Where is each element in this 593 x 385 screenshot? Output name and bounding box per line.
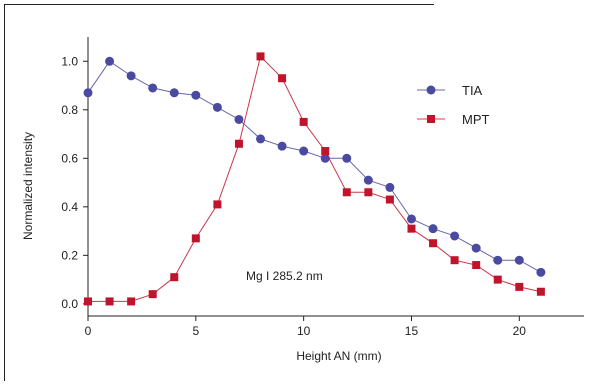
data-point-mpt (472, 261, 481, 270)
data-point-tia (385, 182, 395, 192)
chart-annotation: Mg I 285.2 nm (246, 269, 323, 283)
data-point-tia (320, 153, 330, 163)
y-tick-label: 0.8 (61, 103, 78, 117)
y-tick-label: 0.0 (61, 297, 78, 311)
data-point-tia (83, 88, 93, 98)
data-point-mpt (321, 147, 330, 156)
data-point-mpt (536, 287, 545, 296)
data-point-tia (428, 224, 438, 234)
data-point-mpt (450, 256, 459, 265)
legend: TIA MPT (417, 83, 490, 127)
axes: 0 5 10 15 20 0.0 0.2 0.4 0.6 0.8 1.0 (61, 37, 584, 338)
data-point-mpt (364, 188, 373, 197)
data-point-tia (126, 71, 136, 81)
series-line-mpt (88, 55, 542, 302)
x-axis-title: Height AN (mm) (296, 349, 381, 363)
legend-label-mpt: MPT (462, 112, 490, 127)
data-point-mpt (105, 297, 114, 306)
data-point-tia (191, 90, 201, 100)
x-tick-label: 0 (85, 324, 92, 338)
series-line-tia (87, 60, 542, 273)
chart-canvas: 0 5 10 15 20 0.0 0.2 0.4 0.6 0.8 1.0 Height AN (mm… (4, 4, 584, 381)
data-point-tia (256, 134, 266, 144)
series-layer (83, 52, 546, 306)
data-point-tia (450, 231, 460, 241)
x-tick-label: 15 (405, 324, 419, 338)
legend-marker-mpt (427, 115, 435, 123)
data-point-mpt (385, 195, 394, 204)
y-tick-label: 0.6 (61, 151, 78, 165)
y-axis-title: Normalized intensity (21, 132, 35, 240)
y-tick-label: 0.4 (61, 200, 78, 214)
data-point-mpt (191, 234, 200, 243)
data-point-tia (212, 102, 222, 112)
data-point-tia (514, 255, 524, 265)
data-point-tia (363, 175, 373, 185)
legend-marker-tia (426, 85, 436, 95)
data-point-mpt (170, 273, 179, 282)
data-point-mpt (213, 200, 222, 209)
data-point-mpt (234, 139, 243, 148)
x-tick-label: 20 (513, 324, 527, 338)
data-point-tia (234, 114, 244, 124)
chart-frame: 0 5 10 15 20 0.0 0.2 0.4 0.6 0.8 1.0 Height AN (mm… (4, 4, 589, 381)
data-point-mpt (515, 282, 524, 291)
data-point-tia (169, 88, 179, 98)
data-point-mpt (493, 275, 502, 284)
x-tick-label: 10 (297, 324, 311, 338)
data-point-mpt (299, 117, 308, 126)
data-point-tia (342, 153, 352, 163)
data-point-mpt (407, 224, 416, 233)
y-tick-label: 1.0 (61, 54, 78, 68)
data-point-mpt (148, 290, 157, 299)
data-point-mpt (256, 52, 265, 61)
data-point-tia (105, 56, 115, 66)
data-point-mpt (127, 297, 136, 306)
data-point-tia (493, 255, 503, 265)
data-point-tia (471, 243, 481, 253)
data-point-tia (148, 83, 158, 93)
y-tick-label: 0.2 (61, 248, 78, 262)
data-point-tia (299, 146, 309, 156)
legend-label-tia: TIA (462, 83, 483, 98)
data-point-mpt (84, 297, 92, 306)
data-point-mpt (342, 188, 351, 197)
data-point-mpt (278, 74, 287, 83)
data-point-mpt (429, 239, 438, 248)
data-point-tia (536, 267, 546, 277)
x-tick-label: 5 (192, 324, 199, 338)
data-point-tia (277, 141, 287, 151)
data-point-tia (406, 214, 416, 224)
